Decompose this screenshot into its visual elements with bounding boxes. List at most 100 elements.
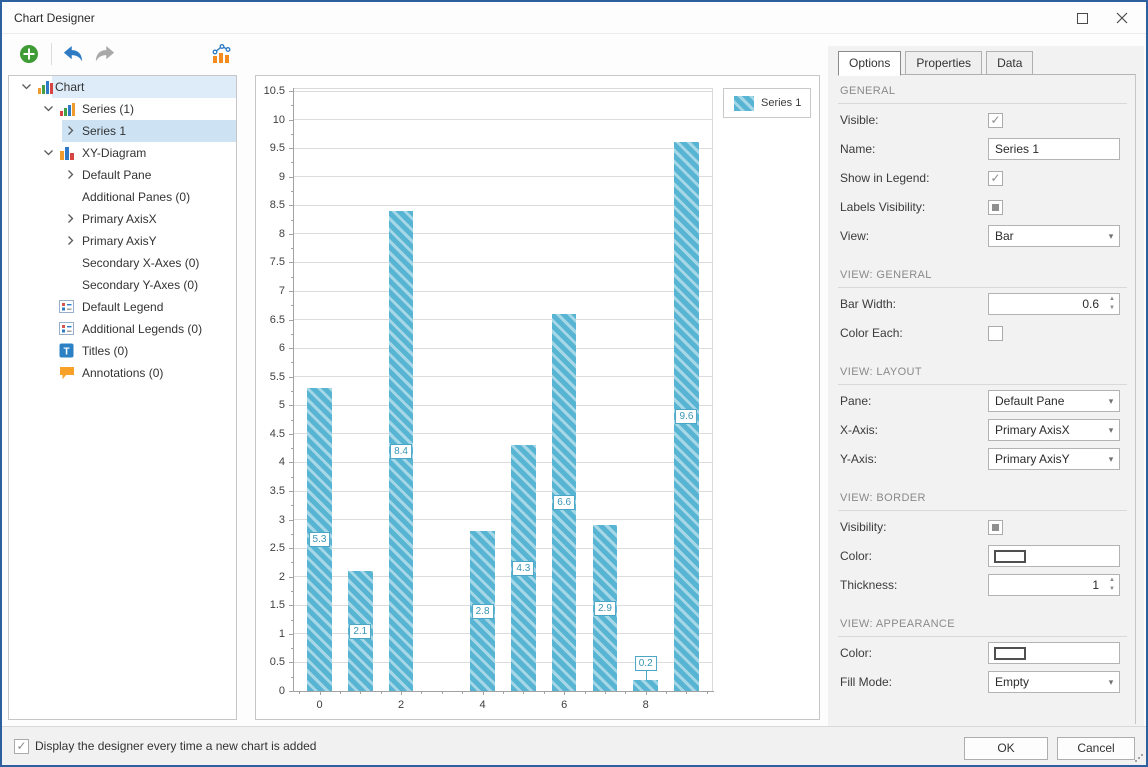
change-chart-type-button[interactable] (208, 41, 234, 67)
tree-item-label: Secondary Y-Axes (0) (82, 278, 199, 292)
undo-button[interactable] (60, 41, 86, 67)
y-axis-major-tick (289, 576, 293, 578)
tree-item-chart[interactable]: Chart (9, 76, 236, 98)
bar-label-x2: 8.4 (390, 443, 412, 459)
fill-mode-dropdown[interactable]: Empty ▾ (988, 671, 1120, 693)
chevron-right-icon[interactable] (65, 169, 77, 181)
show-in-legend-checkbox[interactable]: ✓ (988, 170, 1003, 186)
tree-item-series-1[interactable]: Series 1 (9, 120, 236, 142)
titlebar: Chart Designer (2, 2, 1146, 34)
y-gridline (293, 204, 713, 206)
spinner-up-icon[interactable]: ▲ (1109, 577, 1115, 583)
y-axis-minor-tick (291, 248, 293, 250)
field-label-color-each: Color Each: (840, 326, 903, 340)
y-axis-label: 2.5 (269, 542, 285, 555)
pane-dropdown[interactable]: Default Pane ▾ (988, 390, 1120, 412)
maximize-button[interactable] (1062, 2, 1102, 34)
tree-item-label: Additional Panes (0) (82, 190, 191, 204)
y-axis-dropdown[interactable]: Primary AxisY ▾ (988, 448, 1120, 470)
y-axis-label: 6.5 (269, 313, 285, 326)
tree-item-secondary-x-axes-0[interactable]: Secondary X-Axes (0) (9, 252, 236, 274)
thickness-spinner[interactable]: 1 ▲ ▼ (988, 574, 1120, 596)
y-axis-minor-tick (291, 419, 293, 421)
tree-item-primary-axisx[interactable]: Primary AxisX (9, 208, 236, 230)
tree-item-series-1[interactable]: Series (1) (9, 98, 236, 120)
legend-series-swatch (734, 95, 754, 111)
field-row-color-each: Color Each: (838, 320, 1127, 346)
spinner-up-icon[interactable]: ▲ (1109, 296, 1115, 302)
x-axis-minor-tick (503, 691, 504, 694)
tab-data[interactable]: Data (986, 51, 1034, 75)
y-axis-major-tick (289, 205, 293, 207)
field-row-labels-visibility: Labels Visibility: (838, 194, 1127, 220)
tree-item-secondary-y-axes-0[interactable]: Secondary Y-Axes (0) (9, 274, 236, 296)
options-panel-body: GENERAL Visible: ✓ Name: Series 1 Show in Leg… (838, 74, 1136, 724)
field-row-name: Name: Series 1 (838, 136, 1127, 162)
svg-text:T: T (63, 347, 69, 358)
y-axis-major-tick (289, 319, 293, 321)
name-input[interactable]: Series 1 (988, 138, 1120, 160)
tree-item-annotations-0[interactable]: Annotations (0) (9, 362, 236, 384)
bar-x8[interactable] (633, 679, 658, 691)
y-axis-major-tick (289, 662, 293, 664)
color-colorbox[interactable] (988, 545, 1120, 567)
section-header-view-layout: VIEW: LAYOUT (838, 366, 1127, 385)
y-axis-label: 10.5 (263, 85, 285, 97)
cancel-button[interactable]: Cancel (1057, 737, 1135, 760)
display-designer-checkbox[interactable]: ✓ (14, 738, 29, 754)
chevron-right-icon[interactable] (65, 125, 77, 137)
y-axis-label: 3.5 (269, 485, 285, 497)
tree-item-additional-legends-0[interactable]: Additional Legends (0) (9, 318, 236, 340)
y-gridline (293, 319, 713, 321)
y-gridline (293, 461, 713, 463)
chevron-down-icon: ▾ (1108, 395, 1114, 406)
color-colorbox[interactable] (988, 642, 1120, 664)
spinner-down-icon[interactable]: ▼ (1109, 586, 1115, 592)
chevron-right-icon[interactable] (65, 213, 77, 225)
x-axis-minor-tick (299, 691, 301, 694)
chart-legend[interactable]: Series 1 (723, 88, 811, 118)
tree-item-xy-diagram[interactable]: XY-Diagram (9, 142, 236, 164)
tree-item-default-pane[interactable]: Default Pane (9, 164, 236, 186)
field-label-x-axis: X-Axis: (840, 423, 879, 437)
y-axis-label: 1 (278, 627, 285, 640)
labels-visibility-checkbox[interactable] (988, 199, 1003, 215)
chart-preview: 0 0.5 1 1.5 2 2.5 3 3.5 4 4.5 5 5.5 6 6.5 7 7.5 8 8.5 9 9.5… (255, 75, 820, 720)
chevron-down-icon[interactable] (21, 81, 33, 93)
color-swatch (994, 549, 1026, 563)
tree-item-default-legend[interactable]: Default Legend (9, 296, 236, 318)
chevron-down-icon[interactable] (43, 103, 55, 115)
y-axis-label: 4 (278, 456, 285, 469)
y-axis-minor-tick (291, 105, 293, 107)
spinner-down-icon[interactable]: ▼ (1109, 305, 1115, 311)
y-axis-major-tick (289, 433, 293, 435)
view-dropdown[interactable]: Bar ▾ (988, 225, 1120, 247)
tree-item-titles-0[interactable]: T Titles (0) (9, 340, 236, 362)
ok-button[interactable]: OK (964, 737, 1048, 760)
y-axis-major-tick (289, 119, 293, 121)
x-axis-label: 8 (642, 699, 649, 711)
y-gridline (293, 90, 713, 92)
y-axis-major-tick (289, 462, 293, 464)
resize-grip[interactable] (1135, 754, 1143, 762)
x-axis-dropdown[interactable]: Primary AxisX ▾ (988, 419, 1120, 441)
tree-item-additional-panes-0[interactable]: Additional Panes (0) (9, 186, 236, 208)
add-chart-element-button[interactable] (16, 41, 42, 67)
chevron-down-icon[interactable] (43, 147, 55, 159)
field-row-show-in-legend: Show in Legend: ✓ (838, 165, 1127, 191)
y-axis-label: 0 (278, 685, 285, 697)
visible-checkbox[interactable]: ✓ (988, 112, 1003, 128)
y-axis-minor-tick (291, 362, 293, 364)
chevron-right-icon[interactable] (65, 235, 77, 247)
color-each-checkbox[interactable] (988, 325, 1003, 341)
visibility-checkbox[interactable] (988, 519, 1003, 535)
close-button[interactable] (1102, 2, 1142, 34)
redo-button[interactable] (92, 41, 118, 67)
x-axis-minor-tick (462, 691, 464, 694)
tab-options[interactable]: Options (838, 51, 902, 76)
tree-item-primary-axisy[interactable]: Primary AxisY (9, 230, 236, 252)
y-axis-major-tick (289, 176, 293, 178)
tree-item-label: Series 1 (82, 124, 127, 138)
tab-properties[interactable]: Properties (905, 51, 983, 75)
bar-width-spinner[interactable]: 0.6 ▲ ▼ (988, 293, 1120, 315)
